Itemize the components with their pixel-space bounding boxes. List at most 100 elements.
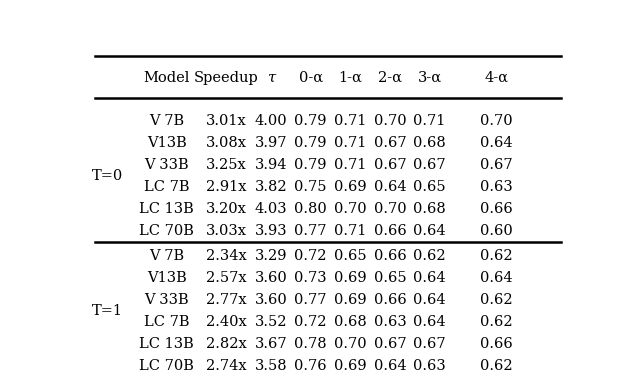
Text: 3.82: 3.82 xyxy=(255,180,287,194)
Text: 0.68: 0.68 xyxy=(334,315,367,329)
Text: 0.80: 0.80 xyxy=(294,202,327,216)
Text: 2.91x: 2.91x xyxy=(206,180,246,194)
Text: 3.29: 3.29 xyxy=(255,249,287,263)
Text: V 33B: V 33B xyxy=(145,158,189,172)
Text: 0.77: 0.77 xyxy=(294,225,327,238)
Text: 2.40x: 2.40x xyxy=(206,315,246,329)
Text: 0.78: 0.78 xyxy=(294,337,327,351)
Text: 0.70: 0.70 xyxy=(334,202,367,216)
Text: 0.63: 0.63 xyxy=(413,360,446,373)
Text: LC 7B: LC 7B xyxy=(144,315,189,329)
Text: T=0: T=0 xyxy=(92,169,123,183)
Text: 0.70: 0.70 xyxy=(334,337,367,351)
Text: 2.77x: 2.77x xyxy=(206,293,246,307)
Text: 0-α: 0-α xyxy=(299,71,323,85)
Text: 0.68: 0.68 xyxy=(413,136,446,150)
Text: 3.01x: 3.01x xyxy=(206,114,246,128)
Text: 0.64: 0.64 xyxy=(413,271,446,285)
Text: 0.69: 0.69 xyxy=(334,180,367,194)
Text: 0.70: 0.70 xyxy=(374,114,406,128)
Text: 3.25x: 3.25x xyxy=(206,158,246,172)
Text: 0.70: 0.70 xyxy=(481,114,513,128)
Text: 0.63: 0.63 xyxy=(480,180,513,194)
Text: 0.62: 0.62 xyxy=(481,293,513,307)
Text: 0.67: 0.67 xyxy=(374,158,406,172)
Text: 0.72: 0.72 xyxy=(294,315,327,329)
Text: 0.77: 0.77 xyxy=(294,293,327,307)
Text: 0.67: 0.67 xyxy=(413,337,446,351)
Text: V13B: V13B xyxy=(147,136,187,150)
Text: LC 70B: LC 70B xyxy=(140,360,194,373)
Text: 0.72: 0.72 xyxy=(294,249,327,263)
Text: 0.71: 0.71 xyxy=(334,114,367,128)
Text: 0.62: 0.62 xyxy=(413,249,446,263)
Text: 0.64: 0.64 xyxy=(374,360,406,373)
Text: 3.97: 3.97 xyxy=(255,136,287,150)
Text: 2.57x: 2.57x xyxy=(206,271,246,285)
Text: 0.63: 0.63 xyxy=(374,315,406,329)
Text: 0.62: 0.62 xyxy=(481,249,513,263)
Text: 4.00: 4.00 xyxy=(255,114,287,128)
Text: 3.20x: 3.20x xyxy=(206,202,247,216)
Text: 0.67: 0.67 xyxy=(374,136,406,150)
Text: V13B: V13B xyxy=(147,271,187,285)
Text: 0.66: 0.66 xyxy=(480,337,513,351)
Text: 0.71: 0.71 xyxy=(413,114,446,128)
Text: 0.65: 0.65 xyxy=(334,249,367,263)
Text: 0.71: 0.71 xyxy=(334,136,367,150)
Text: 0.64: 0.64 xyxy=(413,315,446,329)
Text: 0.66: 0.66 xyxy=(374,293,406,307)
Text: 0.79: 0.79 xyxy=(294,136,327,150)
Text: 0.64: 0.64 xyxy=(374,180,406,194)
Text: 3.58: 3.58 xyxy=(255,360,287,373)
Text: V 33B: V 33B xyxy=(145,293,189,307)
Text: 3-α: 3-α xyxy=(418,71,442,85)
Text: LC 13B: LC 13B xyxy=(140,337,194,351)
Text: 0.65: 0.65 xyxy=(374,271,406,285)
Text: 2-α: 2-α xyxy=(378,71,402,85)
Text: 0.67: 0.67 xyxy=(481,158,513,172)
Text: 0.69: 0.69 xyxy=(334,293,367,307)
Text: 0.79: 0.79 xyxy=(294,158,327,172)
Text: 0.67: 0.67 xyxy=(413,158,446,172)
Text: 2.34x: 2.34x xyxy=(206,249,246,263)
Text: 0.75: 0.75 xyxy=(294,180,327,194)
Text: 0.71: 0.71 xyxy=(334,158,367,172)
Text: 0.68: 0.68 xyxy=(413,202,446,216)
Text: 3.60: 3.60 xyxy=(255,271,287,285)
Text: LC 70B: LC 70B xyxy=(140,225,194,238)
Text: 0.67: 0.67 xyxy=(374,337,406,351)
Text: LC 13B: LC 13B xyxy=(140,202,194,216)
Text: 0.62: 0.62 xyxy=(481,315,513,329)
Text: 3.67: 3.67 xyxy=(255,337,287,351)
Text: 3.52: 3.52 xyxy=(255,315,287,329)
Text: LC 7B: LC 7B xyxy=(144,180,189,194)
Text: 0.70: 0.70 xyxy=(374,202,406,216)
Text: V 7B: V 7B xyxy=(149,114,184,128)
Text: Model: Model xyxy=(143,71,190,85)
Text: 4.03: 4.03 xyxy=(255,202,287,216)
Text: 3.93: 3.93 xyxy=(255,225,287,238)
Text: 2.74x: 2.74x xyxy=(206,360,246,373)
Text: 0.71: 0.71 xyxy=(334,225,367,238)
Text: 0.64: 0.64 xyxy=(481,136,513,150)
Text: 4-α: 4-α xyxy=(484,71,509,85)
Text: 0.66: 0.66 xyxy=(480,202,513,216)
Text: 3.60: 3.60 xyxy=(255,293,287,307)
Text: 0.65: 0.65 xyxy=(413,180,446,194)
Text: τ: τ xyxy=(267,71,275,85)
Text: 0.60: 0.60 xyxy=(480,225,513,238)
Text: 0.79: 0.79 xyxy=(294,114,327,128)
Text: 0.64: 0.64 xyxy=(413,225,446,238)
Text: V 7B: V 7B xyxy=(149,249,184,263)
Text: 3.08x: 3.08x xyxy=(206,136,247,150)
Text: 0.66: 0.66 xyxy=(374,249,406,263)
Text: 3.94: 3.94 xyxy=(255,158,287,172)
Text: 0.73: 0.73 xyxy=(294,271,327,285)
Text: 0.64: 0.64 xyxy=(413,293,446,307)
Text: 1-α: 1-α xyxy=(339,71,362,85)
Text: 0.69: 0.69 xyxy=(334,360,367,373)
Text: T=1: T=1 xyxy=(92,304,123,318)
Text: 0.64: 0.64 xyxy=(481,271,513,285)
Text: 2.82x: 2.82x xyxy=(206,337,246,351)
